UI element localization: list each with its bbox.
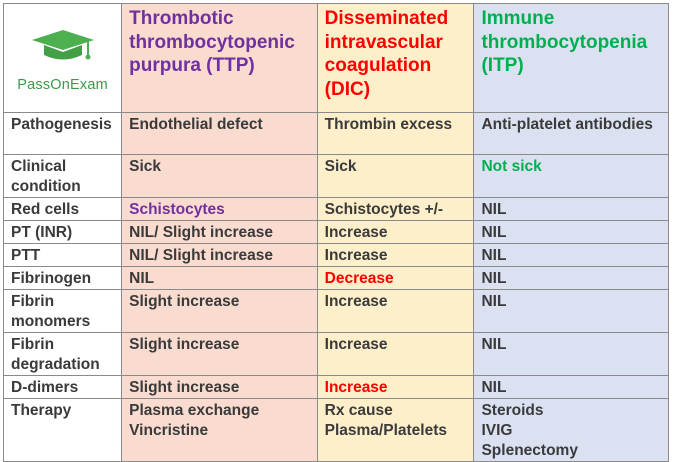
row-label: Clinical condition [2,154,123,198]
row-ptt: PTT NIL/ Slight increase Increase NIL [2,243,669,267]
cell-dic: Schistocytes +/- [316,197,475,221]
row-fibrinogen: Fibrinogen NIL Decrease NIL [2,266,669,290]
cell-ttp: Slight increase [121,289,318,333]
cell-ttp: NIL/ Slight increase [121,220,318,244]
cell-itp: Not sick [473,154,669,198]
therapy-item: IVIG [481,422,513,439]
cell-dic: Increase [316,243,475,267]
therapy-item: Vincristine [129,422,209,439]
cell-ttp: NIL/ Slight increase [121,243,318,267]
cell-itp: NIL [473,266,669,290]
row-therapy: Therapy Plasma exchange Vincristine Rx c… [2,398,669,462]
cell-ttp: Plasma exchange Vincristine [121,398,318,462]
logo-cell: PassOnExam [2,3,123,113]
cell-itp: Steroids IVIG Splenectomy [473,398,669,462]
logo: PassOnExam [5,26,121,98]
row-label: Fibrinogen [2,266,123,290]
row-label: Pathogenesis [2,112,123,155]
header-dic: Disseminated intravascular coagulation (… [316,3,475,113]
cell-ttp: Sick [121,154,318,198]
row-label: Fibrin degradation [2,332,123,376]
row-label: Red cells [2,197,123,221]
row-label: Fibrin monomers [2,289,123,333]
row-fibrin-degradation: Fibrin degradation Slight increase Incre… [2,332,669,376]
therapy-item: Steroids [481,402,544,419]
cell-itp: NIL [473,332,669,376]
graduation-cap-icon [28,26,98,73]
cell-itp: NIL [473,197,669,221]
cell-dic: Sick [316,154,475,198]
cell-itp: NIL [473,220,669,244]
row-d-dimers: D-dimers Slight increase Increase NIL [2,375,669,399]
header-ttp: Thrombotic thrombocytopenic purpura (TTP… [121,3,318,113]
cell-dic: Decrease [316,266,475,290]
cell-dic: Increase [316,220,475,244]
header-row: PassOnExam Thrombotic thrombocytopenic p… [2,3,669,113]
cell-itp: NIL [473,243,669,267]
cell-ttp: Slight increase [121,332,318,376]
therapy-item: Rx cause [324,402,393,419]
row-pathogenesis: Pathogenesis Endothelial defect Thrombin… [2,112,669,155]
cell-itp: NIL [473,375,669,399]
cell-ttp: Schistocytes [121,197,318,221]
cell-ttp: NIL [121,266,318,290]
row-label: PTT [2,243,123,267]
logo-text: PassOnExam [17,77,108,93]
cell-dic: Thrombin excess [316,112,475,155]
cell-dic: Increase [316,375,475,399]
therapy-item: Splenectomy [481,442,578,459]
row-label: Therapy [2,398,123,462]
cell-itp: Anti-platelet antibodies [473,112,669,155]
header-itp: Immune thrombocytopenia (ITP) [473,3,669,113]
comparison-table: PassOnExam Thrombotic thrombocytopenic p… [2,3,669,462]
therapy-item: Plasma/Platelets [324,422,447,439]
therapy-item: Plasma exchange [129,402,260,419]
row-fibrin-monomers: Fibrin monomers Slight increase Increase… [2,289,669,333]
row-pt-inr: PT (INR) NIL/ Slight increase Increase N… [2,220,669,244]
cell-ttp: Endothelial defect [121,112,318,155]
cell-dic: Increase [316,289,475,333]
cell-dic: Rx cause Plasma/Platelets [316,398,475,462]
row-clinical-condition: Clinical condition Sick Sick Not sick [2,154,669,198]
row-red-cells: Red cells Schistocytes Schistocytes +/- … [2,197,669,221]
cell-dic: Increase [316,332,475,376]
row-label: D-dimers [2,375,123,399]
cell-ttp: Slight increase [121,375,318,399]
row-label: PT (INR) [2,220,123,244]
cell-itp: NIL [473,289,669,333]
